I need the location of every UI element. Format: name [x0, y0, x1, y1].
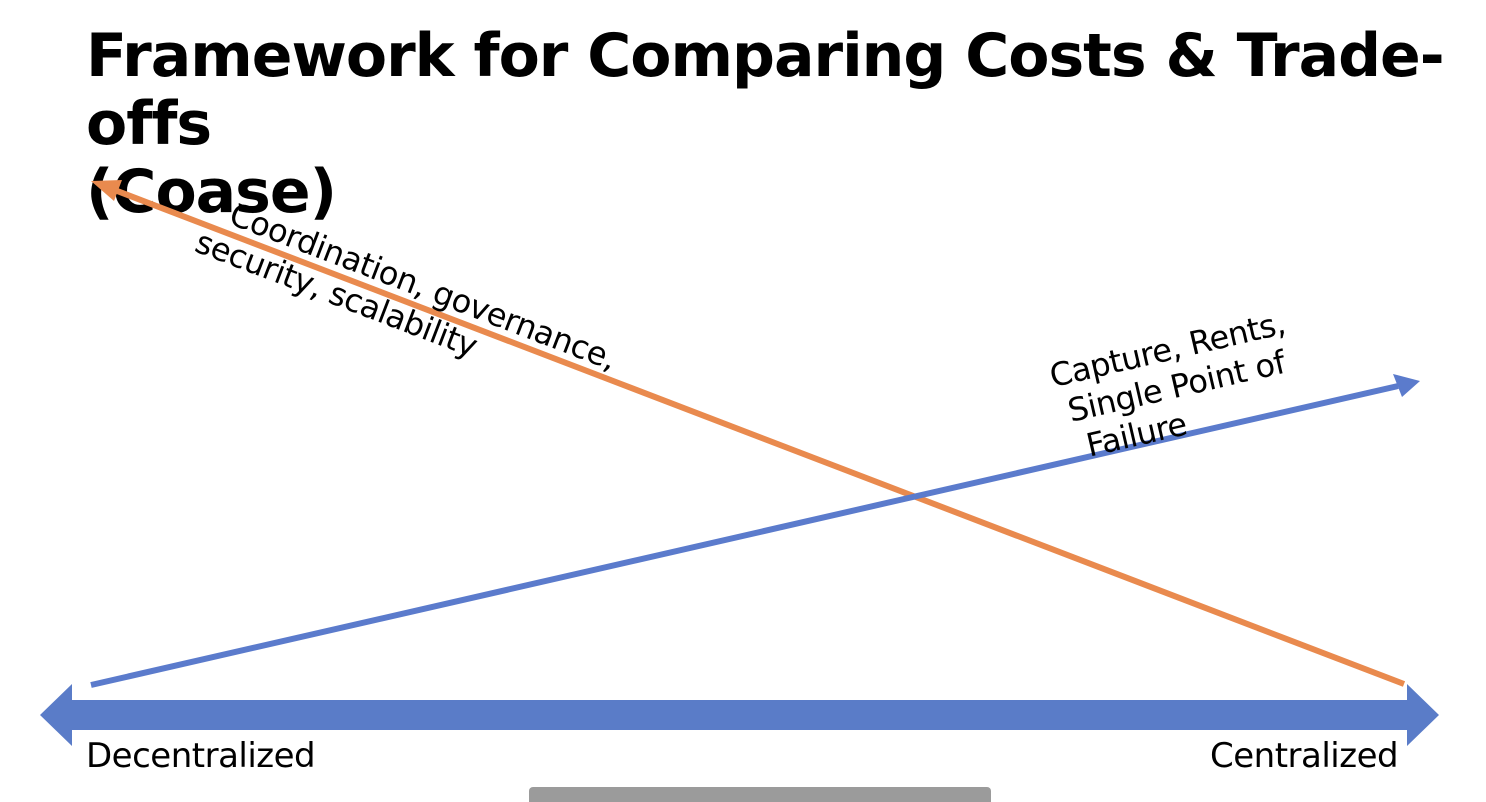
slide-title-line-1: Framework for Comparing Costs & Trade-of…	[86, 21, 1445, 159]
centralization-cost-arrow-line	[90, 383, 1399, 688]
centralization-cost-arrowhead	[1393, 374, 1420, 397]
decentralized-label: Decentralized	[86, 736, 316, 776]
decentralized-centralized-axis-arrow	[40, 684, 1439, 746]
horizontal-scrollbar[interactable]	[529, 787, 991, 802]
centralized-label: Centralized	[1210, 736, 1399, 776]
decentralization-cost-arrowhead	[91, 180, 122, 201]
decentralization-cost-arrow-line	[110, 186, 1406, 687]
slide-title: Framework for Comparing Costs & Trade-of…	[86, 22, 1466, 226]
